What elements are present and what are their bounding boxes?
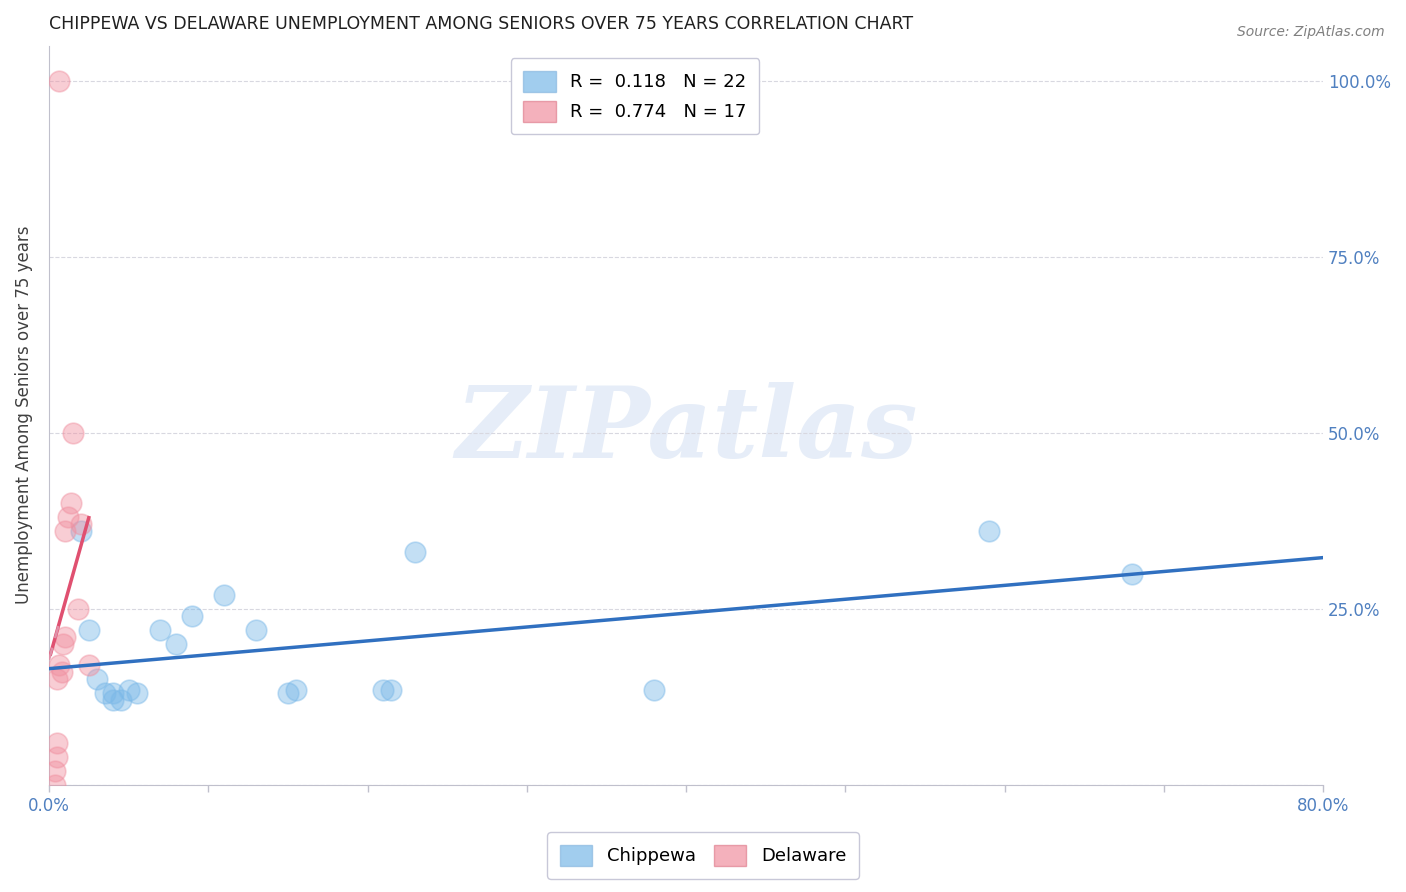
Point <box>404 545 426 559</box>
Point <box>77 623 100 637</box>
Point <box>977 524 1000 539</box>
Text: CHIPPEWA VS DELAWARE UNEMPLOYMENT AMONG SENIORS OVER 75 YEARS CORRELATION CHART: CHIPPEWA VS DELAWARE UNEMPLOYMENT AMONG … <box>49 15 912 33</box>
Point <box>45 749 67 764</box>
Point <box>53 524 76 539</box>
Point <box>101 686 124 700</box>
Y-axis label: Unemployment Among Seniors over 75 years: Unemployment Among Seniors over 75 years <box>15 226 32 605</box>
Point <box>643 682 665 697</box>
Point <box>51 665 73 680</box>
Point <box>60 496 83 510</box>
Point <box>380 682 402 697</box>
Point <box>45 672 67 686</box>
Point <box>52 637 75 651</box>
Point <box>93 686 115 700</box>
Point <box>110 693 132 707</box>
Legend: Chippewa, Delaware: Chippewa, Delaware <box>547 832 859 879</box>
Point <box>125 686 148 700</box>
Text: Source: ZipAtlas.com: Source: ZipAtlas.com <box>1237 25 1385 39</box>
Point <box>45 735 67 749</box>
Point <box>245 623 267 637</box>
Point <box>56 510 79 524</box>
Point <box>212 588 235 602</box>
Point <box>77 658 100 673</box>
Point <box>66 601 89 615</box>
Point <box>69 517 91 532</box>
Point <box>69 524 91 539</box>
Legend: R =  0.118   N = 22, R =  0.774   N = 17: R = 0.118 N = 22, R = 0.774 N = 17 <box>510 58 759 135</box>
Point <box>1121 566 1143 581</box>
Point <box>101 693 124 707</box>
Point <box>44 764 66 778</box>
Point <box>149 623 172 637</box>
Point <box>117 682 139 697</box>
Point <box>44 778 66 792</box>
Point <box>277 686 299 700</box>
Point <box>373 682 395 697</box>
Point <box>284 682 307 697</box>
Text: ZIPatlas: ZIPatlas <box>456 382 917 478</box>
Point <box>181 608 204 623</box>
Point <box>86 672 108 686</box>
Point <box>48 74 70 88</box>
Point <box>62 425 84 440</box>
Point <box>53 630 76 644</box>
Point <box>165 637 187 651</box>
Point <box>48 658 70 673</box>
